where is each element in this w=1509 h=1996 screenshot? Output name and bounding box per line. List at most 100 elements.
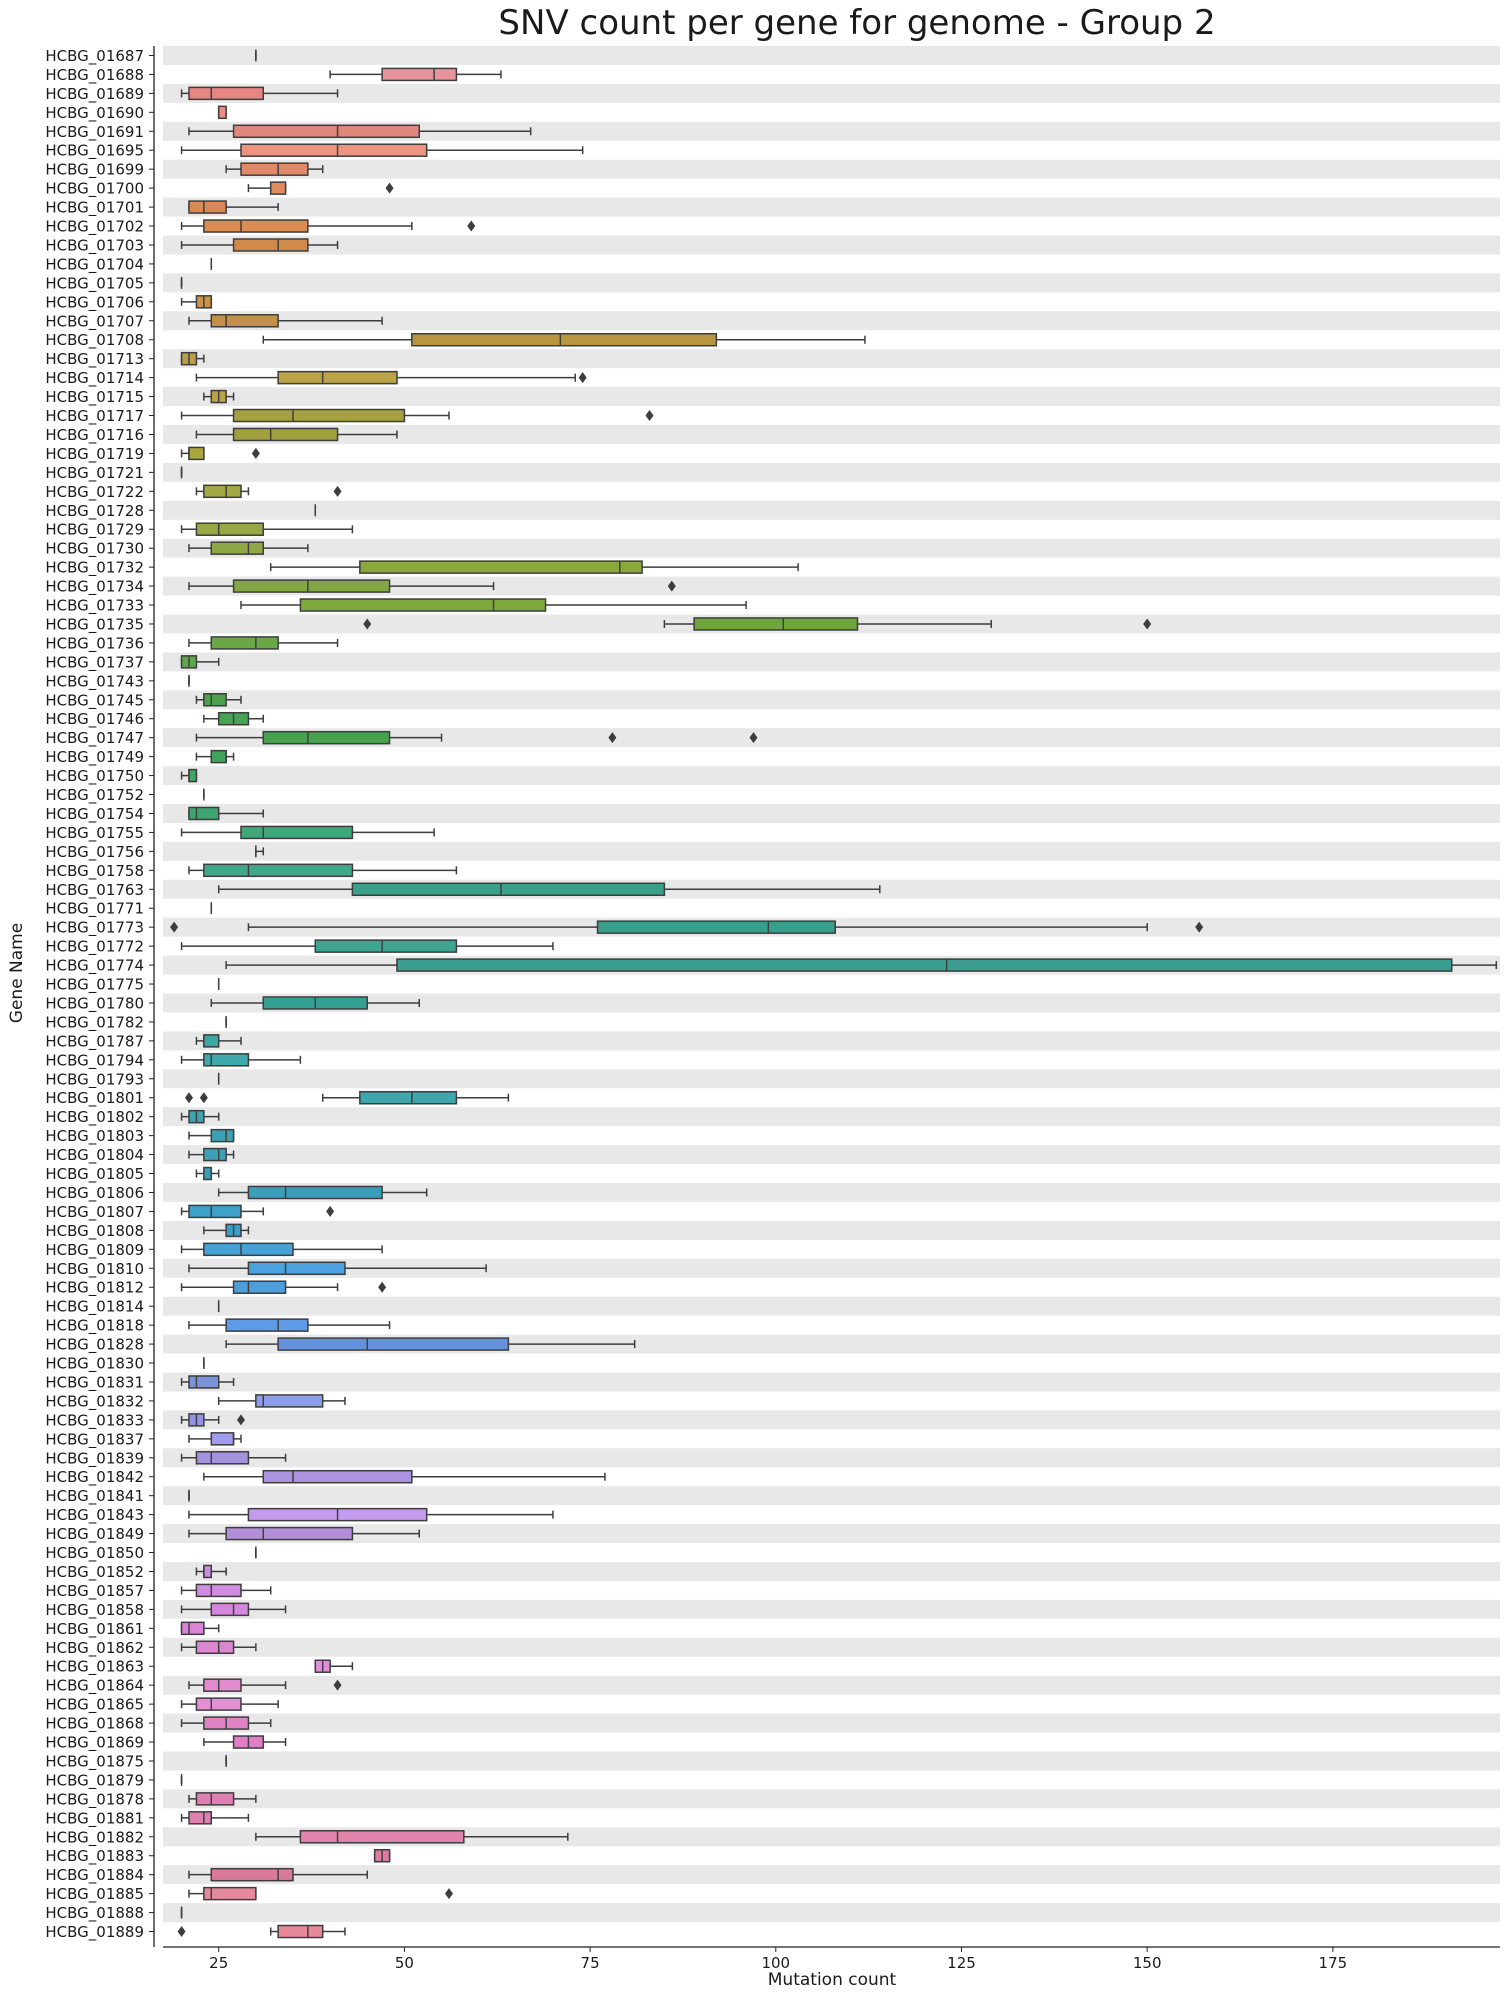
gene-box-hcbg_01794 <box>180 1053 302 1067</box>
iqr-box <box>232 1280 287 1294</box>
iqr-box <box>277 370 398 385</box>
outlier-point <box>184 1092 193 1104</box>
gene-box-hcbg_01755 <box>180 825 435 840</box>
row-stripe <box>163 1903 1500 1923</box>
row-stripe <box>163 1486 1500 1506</box>
y-tick-label: HCBG_01889 <box>45 1923 144 1942</box>
y-axis: HCBG_01687HCBG_01688HCBG_01689HCBG_01690… <box>45 46 155 1947</box>
iqr-box <box>203 1034 220 1048</box>
y-tick-label: HCBG_01850 <box>45 1544 144 1563</box>
y-tick-label: HCBG_01807 <box>45 1203 144 1222</box>
iqr-box <box>240 162 309 176</box>
iqr-box <box>210 749 227 764</box>
outlier-point <box>444 1888 453 1900</box>
gene-box-hcbg_01883 <box>373 1848 391 1863</box>
y-tick-label: HCBG_01818 <box>45 1317 144 1336</box>
y-tick-label: HCBG_01857 <box>45 1582 144 1601</box>
iqr-box <box>381 67 458 82</box>
gene-box-hcbg_01722 <box>195 484 342 499</box>
gene-box-hcbg_01801 <box>184 1090 510 1105</box>
row-stripe <box>163 387 1500 407</box>
y-tick-label: HCBG_01733 <box>45 597 144 616</box>
y-tick-label: HCBG_01881 <box>45 1809 144 1828</box>
gene-box-hcbg_01737 <box>180 655 220 669</box>
y-tick-label: HCBG_01803 <box>45 1127 144 1146</box>
row-stripe <box>163 1637 1500 1657</box>
gene-box-hcbg_01756 <box>255 845 265 858</box>
y-tick-label: HCBG_01729 <box>45 521 144 540</box>
gene-box-hcbg_01700 <box>247 181 394 195</box>
y-tick-label: HCBG_01802 <box>45 1108 144 1127</box>
gene-box-hcbg_01818 <box>188 1318 391 1332</box>
y-tick-label: HCBG_01882 <box>45 1828 144 1847</box>
row-stripe <box>163 1183 1500 1202</box>
iqr-box <box>299 598 547 612</box>
y-tick-label: HCBG_01771 <box>45 900 144 919</box>
gene-box-hcbg_01717 <box>180 408 654 423</box>
gene-box-hcbg_01734 <box>188 579 676 593</box>
iqr-box <box>203 1147 227 1162</box>
gene-box-hcbg_01715 <box>203 389 235 404</box>
row-stripe <box>163 1031 1500 1051</box>
x-tick-label: 175 <box>1319 1954 1348 1972</box>
iqr-box <box>277 1924 324 1939</box>
iqr-box <box>203 1053 250 1067</box>
y-tick-label: HCBG_01861 <box>45 1620 144 1639</box>
y-tick-label: HCBG_01833 <box>45 1411 144 1430</box>
iqr-box <box>203 693 227 707</box>
y-tick-label: HCBG_01812 <box>45 1279 144 1298</box>
gene-box-hcbg_01837 <box>188 1432 242 1446</box>
iqr-box <box>262 1469 413 1484</box>
y-tick-label: HCBG_01878 <box>45 1790 144 1809</box>
gene-box-hcbg_01807 <box>180 1204 335 1219</box>
gene-box-hcbg_01833 <box>180 1413 245 1427</box>
iqr-box <box>210 314 279 328</box>
y-tick-label: HCBG_01884 <box>45 1866 144 1885</box>
y-tick-label: HCBG_01707 <box>45 312 144 331</box>
iqr-box <box>203 863 354 878</box>
gene-box-hcbg_01849 <box>188 1526 421 1541</box>
y-tick-label: HCBG_01832 <box>45 1392 144 1411</box>
y-tick-label: HCBG_01702 <box>45 218 144 237</box>
iqr-box <box>351 882 666 897</box>
x-tick-label: 100 <box>761 1954 790 1972</box>
y-tick-label: HCBG_01879 <box>45 1771 144 1790</box>
y-tick-label: HCBG_01842 <box>45 1468 144 1487</box>
gene-box-hcbg_01863 <box>314 1659 354 1673</box>
row-stripe <box>163 1372 1500 1392</box>
y-tick-label: HCBG_01865 <box>45 1696 144 1715</box>
y-tick-label: HCBG_01735 <box>45 615 144 634</box>
iqr-box <box>225 1318 309 1332</box>
gene-box-hcbg_01861 <box>180 1621 220 1636</box>
y-tick-label: HCBG_01804 <box>45 1146 144 1165</box>
y-tick-label: HCBG_01772 <box>45 938 144 957</box>
y-tick-label: HCBG_01714 <box>45 369 144 388</box>
y-tick-label: HCBG_01719 <box>45 445 144 464</box>
outlier-point <box>645 410 654 422</box>
gene-box-hcbg_01732 <box>269 560 799 574</box>
iqr-box <box>247 1185 383 1200</box>
gene-box-hcbg_01810 <box>188 1261 487 1276</box>
gene-box-hcbg_01881 <box>180 1811 250 1825</box>
y-tick-label: HCBG_01780 <box>45 994 144 1013</box>
row-stripe <box>163 1296 1500 1316</box>
y-tick-label: HCBG_01852 <box>45 1563 144 1582</box>
row-stripe <box>163 766 1500 786</box>
y-tick-label: HCBG_01864 <box>45 1677 144 1696</box>
gene-box-hcbg_01806 <box>217 1185 428 1200</box>
iqr-box <box>203 1886 257 1901</box>
gene-box-hcbg_01730 <box>188 541 309 555</box>
gene-box-hcbg_01774 <box>225 958 1498 972</box>
gene-box-hcbg_01736 <box>188 636 339 650</box>
y-tick-label: HCBG_01885 <box>45 1885 144 1904</box>
iqr-box <box>240 143 428 157</box>
row-stripe <box>163 1107 1500 1127</box>
gene-box-hcbg_01749 <box>195 749 235 764</box>
y-tick-label: HCBG_01747 <box>45 729 144 748</box>
y-tick-label: HCBG_01868 <box>45 1715 144 1734</box>
y-tick-label: HCBG_01814 <box>45 1298 144 1317</box>
gene-box-hcbg_01857 <box>180 1583 272 1598</box>
y-tick-label: HCBG_01755 <box>45 824 144 843</box>
gene-box-hcbg_01828 <box>225 1337 636 1351</box>
x-tick-label: 25 <box>209 1954 228 1972</box>
